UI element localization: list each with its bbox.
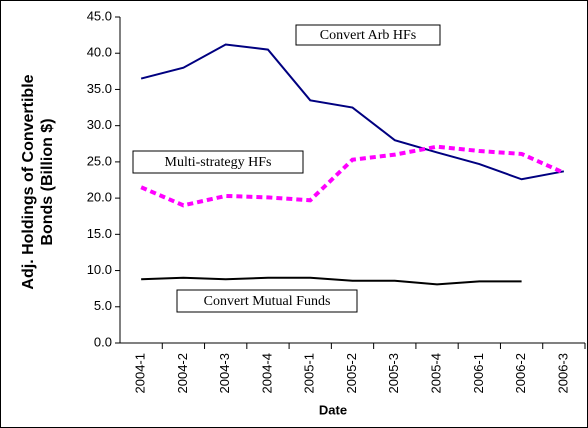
x-tick-label: 2005-4 <box>428 353 443 393</box>
y-tick-label: 30.0 <box>87 117 112 132</box>
series-line <box>140 43 565 181</box>
series-label: Convert Arb HFs <box>320 28 416 43</box>
y-tick-label: 5.0 <box>94 298 112 313</box>
y-tick-label: 40.0 <box>87 45 112 60</box>
series-label: Multi-strategy HFs <box>165 155 272 170</box>
x-tick-label: 2006-3 <box>555 353 570 393</box>
x-tick-label: 2004-2 <box>175 353 190 393</box>
annotation-box <box>176 289 358 313</box>
y-tick-label: 20.0 <box>87 190 112 205</box>
x-tick-label: 2006-1 <box>471 353 486 393</box>
x-tick-label: 2004-3 <box>217 353 232 393</box>
x-tick-label: 2005-1 <box>302 353 317 393</box>
y-tick-label: 25.0 <box>87 153 112 168</box>
x-tick-label: 2005-2 <box>344 353 359 393</box>
y-tick-label: 0.0 <box>94 334 112 349</box>
x-tick-label: 2005-3 <box>386 353 401 393</box>
y-tick-label: 45.0 <box>87 8 112 23</box>
annotation-box <box>132 150 304 174</box>
y-tick-label: 35.0 <box>87 81 112 96</box>
series-line <box>140 144 565 208</box>
y-axis-label: Adj. Holdings of Convertible Bonds (Bill… <box>20 74 56 290</box>
series-label: Convert Mutual Funds <box>204 294 331 309</box>
y-tick-label: 15.0 <box>87 226 112 241</box>
annotation-box <box>295 24 441 46</box>
x-axis-label: Date <box>319 402 347 417</box>
y-tick-label: 10.0 <box>87 262 112 277</box>
x-tick-label: 2006-2 <box>513 353 528 393</box>
x-tick-label: 2004-4 <box>259 353 274 393</box>
series-line <box>141 276 522 286</box>
x-tick-label: 2004-1 <box>133 353 148 393</box>
